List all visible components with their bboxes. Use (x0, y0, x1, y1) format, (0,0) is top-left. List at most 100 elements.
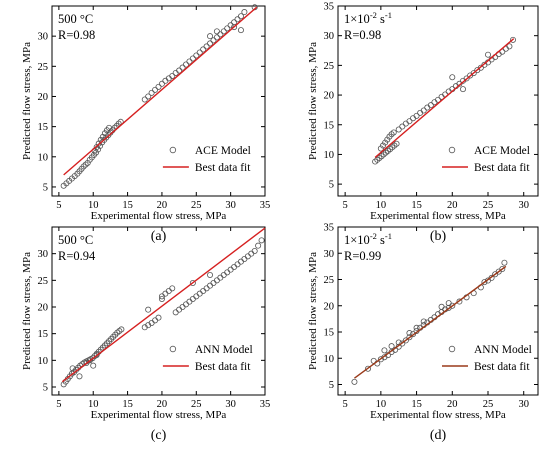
data-point (189, 295, 196, 302)
data-point (217, 31, 224, 38)
x-tick-label: 5 (343, 399, 348, 410)
x-tick-label: 20 (157, 200, 168, 211)
x-tick-label: 30 (225, 399, 236, 410)
data-point (434, 96, 441, 103)
annotation-condition: 500 °C (58, 233, 93, 247)
y-tick-label: 5 (329, 180, 334, 191)
data-point (196, 290, 203, 297)
data-point (251, 247, 258, 254)
data-point (227, 22, 234, 29)
data-point (69, 365, 76, 372)
annotation-part: 1×10 (344, 233, 370, 247)
data-point (258, 237, 265, 244)
x-tick-label: 15 (411, 399, 422, 410)
y-tick-label: 20 (324, 301, 335, 312)
data-point (182, 61, 189, 68)
annotation-part: -1 (385, 231, 392, 241)
data-point (101, 130, 108, 137)
panel-label: (b) (430, 229, 447, 244)
annotation-part: -2 (370, 10, 377, 20)
data-point (193, 52, 200, 59)
data-point (145, 306, 152, 313)
x-tick-label: 10 (88, 200, 99, 211)
data-point (388, 343, 395, 350)
annotation-r: R=0.98 (344, 28, 381, 42)
data-point (481, 279, 488, 286)
data-point (449, 74, 456, 81)
data-point (172, 309, 179, 316)
data-point (220, 28, 227, 35)
panel-b: 5 10 15 20 25 30 5 10 15 20 25 30 35 Experimental flo… (307, 2, 539, 244)
x-tick-label: 30 (518, 399, 529, 410)
fit-line (354, 265, 507, 379)
data-point (80, 163, 87, 170)
data-point (255, 242, 262, 249)
annotation-r: R=0.99 (344, 249, 381, 263)
x-tick-label: 5 (343, 200, 348, 211)
data-point (381, 347, 388, 354)
data-point (213, 34, 220, 41)
data-point (106, 124, 113, 131)
legend-marker (169, 345, 177, 353)
data-point (179, 303, 186, 310)
legend-label-points: ACE Model (474, 145, 530, 157)
data-point (406, 330, 413, 337)
fit-line (61, 227, 266, 383)
x-tick-label: 5 (56, 399, 61, 410)
plot-frame (337, 226, 539, 396)
data-point (213, 28, 220, 35)
data-point (186, 58, 193, 65)
x-axis-title: Experimental flow stress, MPa (91, 409, 227, 421)
y-tick-label: 5 (43, 383, 48, 394)
legend-label-line: Best data fit (195, 361, 251, 373)
data-point (406, 118, 413, 125)
y-axis-title: Predicted flow stress, MPa (21, 42, 33, 160)
x-tick-label: 35 (260, 200, 271, 211)
y-axis-title: Predicted flow stress, MPa (307, 252, 319, 370)
data-point (162, 290, 169, 297)
x-axis-title: Experimental flow stress, MPa (370, 210, 506, 222)
data-point (103, 340, 110, 347)
data-point (203, 285, 210, 292)
data-point (234, 16, 241, 23)
annotation-r: R=0.98 (58, 28, 95, 42)
y-tick-label: 20 (38, 92, 49, 103)
y-tick-label: 10 (38, 356, 49, 367)
y-tick-label: 30 (324, 31, 335, 42)
annotation-part: s (377, 233, 385, 247)
x-tick-label: 10 (376, 399, 387, 410)
data-point (213, 277, 220, 284)
data-point (237, 13, 244, 20)
data-point (377, 145, 384, 152)
x-tick-label: 25 (483, 399, 494, 410)
legend-label-line: Best data fit (474, 361, 530, 373)
legend-label-points: ACE Model (195, 145, 251, 157)
y-tick-label: 15 (38, 122, 49, 133)
data-point (224, 25, 231, 32)
data-point (207, 271, 214, 278)
data-point (179, 64, 186, 71)
data-point (112, 331, 119, 338)
data-point (169, 72, 176, 79)
data-point (427, 102, 434, 109)
data-point (186, 298, 193, 305)
annotation-part: -1 (385, 10, 392, 20)
data-point (420, 318, 427, 325)
data-point (93, 351, 100, 358)
data-point (501, 259, 508, 266)
data-point (231, 24, 238, 31)
data-point (210, 37, 217, 44)
data-point (456, 298, 463, 305)
data-point (217, 274, 224, 281)
x-tick-label: 25 (191, 399, 202, 410)
data-point (152, 317, 159, 324)
data-point (200, 287, 207, 294)
fit-line (374, 38, 515, 158)
data-point (176, 306, 183, 313)
data-point (207, 33, 214, 40)
data-point (402, 337, 409, 344)
data-point (108, 335, 115, 342)
data-point (399, 340, 406, 347)
